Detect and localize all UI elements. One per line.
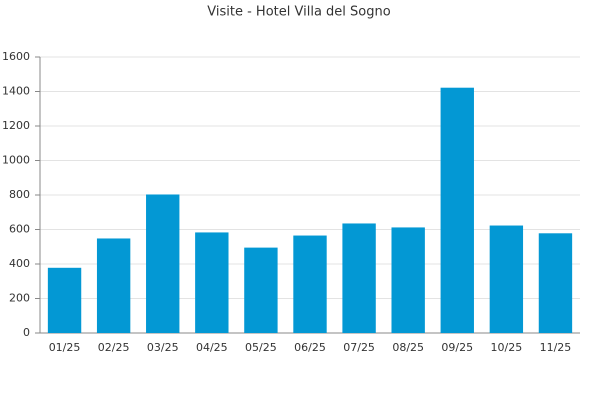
x-tick-label: 07/25 — [343, 341, 375, 354]
y-tick-label: 1400 — [2, 85, 30, 98]
y-tick-label: 1600 — [2, 50, 30, 63]
x-tick-label: 03/25 — [147, 341, 179, 354]
bar — [489, 225, 524, 333]
y-tick-label: 600 — [9, 223, 30, 236]
y-tick-label: 200 — [9, 292, 30, 305]
y-tick-label: 0 — [23, 326, 30, 339]
x-tick-label: 09/25 — [441, 341, 473, 354]
bar — [244, 247, 278, 333]
x-tick-label: 01/25 — [49, 341, 81, 354]
bar — [293, 235, 327, 333]
x-tick-label: 11/25 — [540, 341, 572, 354]
bar — [195, 232, 229, 333]
y-tick-label: 800 — [9, 188, 30, 201]
x-tick-label: 06/25 — [294, 341, 326, 354]
bar — [440, 87, 474, 333]
bar — [538, 233, 573, 333]
y-tick-label: 400 — [9, 257, 30, 270]
x-tick-label: 04/25 — [196, 341, 228, 354]
chart-title: Visite - Hotel Villa del Sogno — [207, 5, 390, 20]
bar — [47, 267, 82, 333]
y-tick-label: 1000 — [2, 154, 30, 167]
bar — [146, 194, 180, 333]
x-tick-label: 02/25 — [98, 341, 130, 354]
x-tick-label: 10/25 — [491, 341, 523, 354]
x-tick-label: 05/25 — [245, 341, 277, 354]
bar — [342, 223, 376, 333]
y-tick-label: 1200 — [2, 119, 30, 132]
x-tick-label: 08/25 — [392, 341, 424, 354]
bar — [96, 238, 131, 333]
bar — [391, 227, 425, 333]
